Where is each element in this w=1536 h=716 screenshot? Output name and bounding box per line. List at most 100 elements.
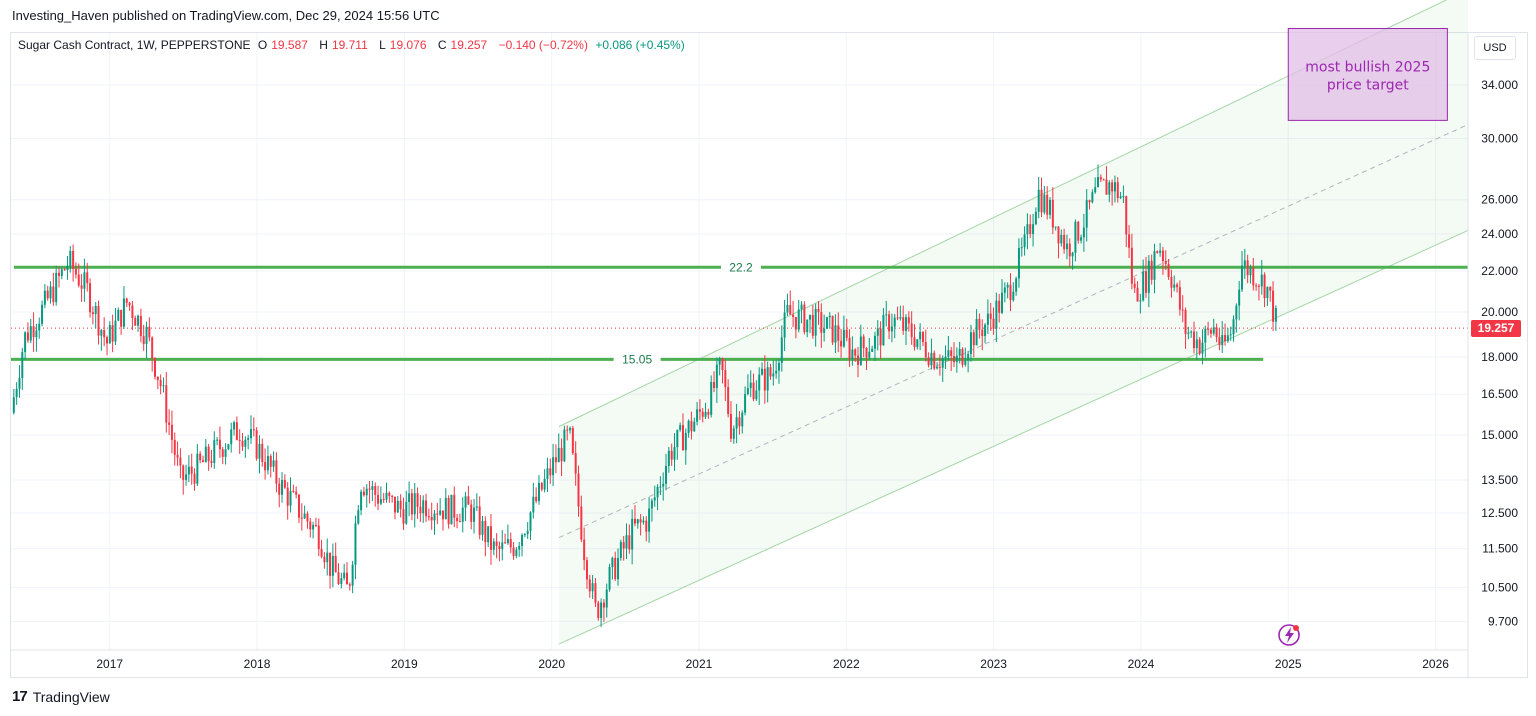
candle-body: [360, 491, 363, 511]
candle-body: [266, 456, 269, 471]
candle-body: [628, 535, 631, 550]
candle-body: [1178, 287, 1181, 310]
candle-body: [1097, 177, 1100, 188]
candle-body: [1184, 309, 1187, 334]
candle-body: [851, 349, 854, 359]
candle: [1009, 273, 1012, 312]
candle: [701, 408, 704, 423]
candle: [278, 477, 281, 508]
annotation-box[interactable]: most bullish 2025 price target: [1287, 28, 1448, 121]
level-label-bg: [613, 351, 661, 368]
candle-body: [128, 302, 131, 306]
candle: [1249, 264, 1252, 284]
candle: [103, 317, 106, 347]
candle: [1054, 226, 1057, 231]
candle: [969, 324, 972, 362]
candle-body: [204, 446, 207, 463]
candle: [910, 311, 913, 345]
candle-body: [617, 557, 620, 580]
y-tick-label: 22.000: [1481, 264, 1518, 278]
candle: [1195, 331, 1198, 361]
candle: [1226, 327, 1229, 343]
candle-body: [964, 360, 967, 365]
candle-body: [715, 364, 718, 389]
candle: [388, 491, 391, 503]
candle-body: [1020, 247, 1023, 249]
candle-body: [117, 309, 120, 321]
candle-body: [933, 352, 936, 369]
candle: [190, 453, 193, 485]
candle-body: [989, 313, 992, 319]
candle-body: [196, 453, 199, 484]
candle-body: [1252, 267, 1255, 286]
candle: [732, 425, 735, 444]
candle-body: [199, 453, 202, 461]
candle-body: [696, 409, 699, 422]
candle: [224, 443, 227, 465]
currency-button[interactable]: USD: [1474, 36, 1516, 60]
candle-body: [605, 589, 608, 608]
candle-body: [859, 336, 862, 365]
candle-body: [755, 390, 758, 400]
candle: [758, 367, 761, 406]
candle-body: [741, 412, 744, 427]
candle: [241, 432, 244, 451]
candle: [120, 309, 123, 335]
candle-body: [179, 457, 182, 466]
candle-body: [941, 358, 944, 368]
x-tick-label: 2020: [538, 657, 565, 671]
candle-body: [498, 545, 501, 550]
candle: [1080, 234, 1083, 244]
candle-body: [402, 509, 405, 524]
candle-body: [105, 337, 108, 344]
symbol-name[interactable]: Sugar Cash Contract, 1W, PEPPERSTONE: [18, 38, 251, 52]
candle-body: [456, 517, 459, 522]
candle-body: [230, 429, 233, 445]
x-tick-label: 2019: [391, 657, 418, 671]
x-tick-label: 2024: [1128, 657, 1155, 671]
candle-body: [825, 317, 828, 329]
level-label: 15.05: [622, 352, 652, 366]
candle: [569, 426, 572, 434]
candle: [679, 422, 682, 432]
close-label: C: [437, 38, 447, 52]
candle-body: [1012, 291, 1015, 301]
candle: [905, 314, 908, 346]
candle-body: [546, 468, 549, 479]
lightning-icon[interactable]: [1278, 624, 1300, 646]
candle-body: [371, 486, 374, 490]
candle-body: [1071, 252, 1074, 257]
candle-body: [125, 298, 128, 303]
tradingview-brand[interactable]: 17 TradingView: [12, 688, 110, 705]
horizontal-levels[interactable]: 22.2 15.05: [11, 259, 1468, 368]
candle: [953, 342, 956, 368]
candle: [1082, 213, 1085, 252]
candle: [1167, 258, 1170, 280]
candle-body: [797, 309, 800, 330]
candle: [907, 311, 910, 332]
candle-body: [1209, 329, 1212, 334]
candle-body: [907, 317, 910, 324]
candle: [933, 350, 936, 371]
candle-body: [876, 328, 879, 336]
candle: [512, 542, 515, 560]
candle-body: [1065, 243, 1068, 250]
candle: [941, 355, 944, 382]
candle: [238, 429, 241, 454]
candle: [585, 557, 588, 589]
candle: [300, 503, 303, 531]
candle-body: [656, 486, 659, 498]
candle-body: [862, 336, 865, 349]
candle: [1164, 250, 1167, 271]
channel-fill: [559, 0, 1468, 645]
candle-body: [97, 305, 100, 336]
candle: [249, 415, 252, 444]
candle: [896, 306, 899, 321]
candle: [227, 443, 230, 451]
candle-body: [495, 541, 498, 546]
candle-body: [1274, 307, 1277, 322]
y-tick-label: 18.000: [1481, 350, 1518, 364]
candle-body: [1212, 327, 1215, 334]
candle-body: [72, 250, 75, 269]
